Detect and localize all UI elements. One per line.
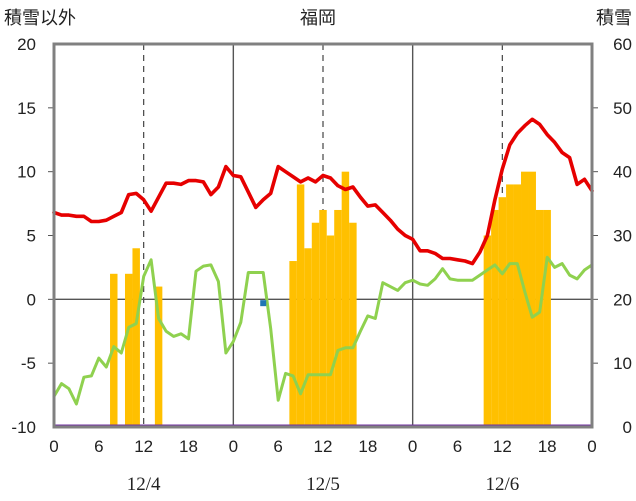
right-axis-title: 積雪 — [596, 8, 632, 28]
snow-depth-bar — [535, 209, 544, 427]
snow-depth-bar — [513, 184, 522, 427]
x-tick-label: 0 — [408, 437, 417, 456]
x-tick-label: 12 — [314, 437, 333, 456]
x-tick-label: 6 — [94, 437, 103, 456]
snow-depth-bar — [124, 273, 133, 427]
snow-depth-bar — [528, 171, 536, 427]
left-tick-label: -10 — [11, 418, 36, 437]
snow-depth-bar — [349, 222, 357, 427]
snow-depth-bar — [304, 248, 312, 427]
snow-depth-bar — [154, 286, 163, 427]
left-tick-label: 0 — [27, 290, 36, 309]
plot-frame — [52, 42, 594, 429]
temperature-line — [52, 117, 594, 266]
date-labels: 12/4 12/5 12/6 — [127, 474, 519, 495]
snow-depth-bar — [132, 248, 140, 427]
snow-depth-bar — [341, 171, 350, 427]
date-label: 12/4 — [127, 474, 161, 495]
snow-depth-bar — [319, 209, 327, 427]
snow-depth-bar — [289, 261, 297, 427]
left-axis-title: 積雪以外 — [4, 8, 76, 28]
plot-border — [52, 42, 594, 429]
x-tick-label: 0 — [587, 437, 596, 456]
precip-markers — [260, 300, 267, 307]
left-tick-label: -5 — [21, 354, 36, 373]
right-tick-label: 0 — [623, 418, 632, 437]
left-tick-label: 20 — [17, 35, 36, 54]
left-tick-label: 15 — [17, 99, 36, 118]
right-tick-label: 20 — [613, 290, 632, 309]
right-tick-label: 40 — [613, 163, 632, 182]
snow-depth-bar — [334, 209, 342, 427]
snow-depth-bar — [521, 171, 529, 427]
snow-depth-bar — [498, 197, 507, 427]
right-tick-label: 60 — [613, 35, 632, 54]
snow-depth-bar — [311, 222, 320, 427]
snow-depth-bar — [326, 235, 335, 427]
x-tick-label: 12 — [493, 437, 512, 456]
snow-depth-bar — [483, 235, 492, 427]
snow-depth-bars — [110, 171, 551, 427]
right-axis-ticks: 0 10 20 30 40 50 60 — [613, 35, 632, 437]
right-tick-label: 30 — [613, 227, 632, 246]
x-tick-label: 0 — [49, 437, 58, 456]
left-axis-ticks: -10 -5 0 5 10 15 20 — [11, 35, 36, 437]
date-label: 12/6 — [485, 474, 519, 495]
x-tick-label: 6 — [453, 437, 462, 456]
right-tick-label: 50 — [613, 99, 632, 118]
snow-depth-bar — [543, 209, 551, 427]
x-tick-label: 18 — [538, 437, 557, 456]
date-label: 12/5 — [306, 474, 340, 495]
snow-depth-bar — [506, 184, 514, 427]
x-tick-label: 12 — [134, 437, 153, 456]
precip-marker — [260, 300, 267, 307]
snow-depth-bar — [491, 209, 499, 427]
right-tick-label: 10 — [613, 354, 632, 373]
x-tick-label: 18 — [358, 437, 377, 456]
left-tick-label: 10 — [17, 163, 36, 182]
snow-depth-bar — [296, 184, 305, 427]
x-tick-label: 6 — [273, 437, 282, 456]
dew_point-line — [52, 255, 594, 406]
chart-title: 福岡 — [300, 8, 336, 28]
x-axis-ticks: 0 6 12 18 0 6 12 18 0 6 12 18 0 — [49, 437, 596, 456]
x-tick-label: 18 — [179, 437, 198, 456]
left-tick-label: 5 — [27, 227, 36, 246]
x-tick-label: 0 — [229, 437, 238, 456]
